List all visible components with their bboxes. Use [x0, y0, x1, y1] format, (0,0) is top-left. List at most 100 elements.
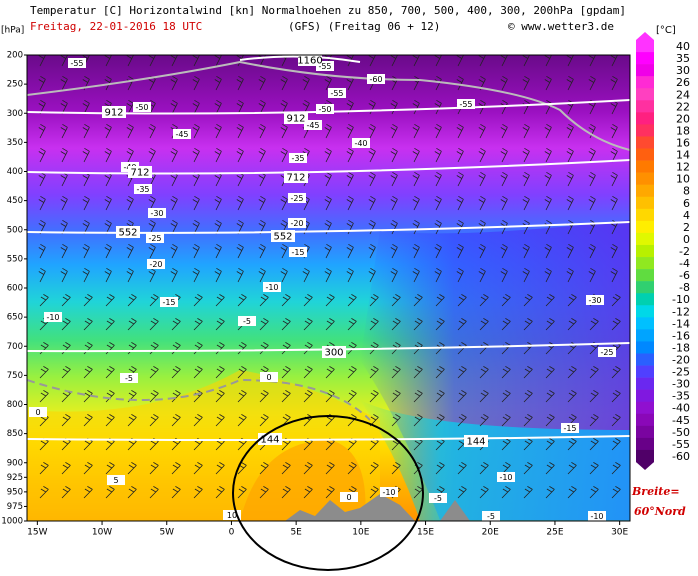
wind-barb: [215, 294, 225, 307]
y-tick-label: 600: [7, 284, 23, 294]
wind-barb: [522, 55, 530, 67]
wind-barb: [214, 99, 222, 115]
wind-barb: [192, 243, 200, 259]
isotherm-label: -55: [330, 89, 343, 98]
wind-barb: [500, 243, 508, 259]
wind-barb: [346, 219, 354, 235]
wind-barb: [412, 267, 420, 283]
wind-barb: [588, 75, 596, 91]
wind-barb: [545, 462, 555, 475]
wind-barb: [369, 462, 379, 475]
isotherm-label: 0: [266, 373, 271, 382]
wind-barb: [127, 462, 137, 475]
label-box: [134, 184, 152, 194]
wind-barb: [38, 195, 46, 211]
wind-barb: [501, 294, 511, 307]
wind-barb: [567, 294, 577, 307]
wind-barb: [60, 147, 68, 163]
wind-barb: [522, 195, 530, 211]
label-box: [29, 407, 47, 417]
wind-barb: [237, 294, 247, 307]
wind-barb: [149, 366, 159, 379]
wind-barb: [237, 366, 247, 379]
wind-barb: [478, 171, 486, 187]
label-box: [128, 166, 152, 178]
wind-barb: [545, 366, 555, 379]
isotherm-label: -10: [382, 488, 395, 497]
wind-barb: [324, 243, 332, 259]
label-box: [288, 218, 306, 228]
wind-barb: [170, 267, 178, 283]
wind-barb: [588, 147, 596, 163]
wind-barb: [258, 123, 266, 139]
wind-barb: [544, 195, 552, 211]
x-tick-label: 20E: [482, 528, 499, 538]
wind-barb: [611, 318, 621, 331]
colorbar-swatch: [636, 449, 654, 463]
wind-barb: [413, 390, 423, 403]
wind-barb: [39, 366, 49, 379]
wind-barb: [104, 195, 112, 211]
colorbar-swatch: [636, 341, 654, 354]
wind-barb: [390, 219, 398, 235]
terrain: [285, 494, 470, 521]
wind-barb: [127, 294, 137, 307]
wind-barb: [83, 486, 93, 499]
isotherm-label: -40: [354, 139, 367, 148]
wind-barb: [324, 267, 332, 283]
wind-barb: [523, 414, 533, 427]
wind-barb: [523, 318, 533, 331]
isotherm-label: 10: [227, 511, 237, 520]
colorbar-label: -18: [672, 341, 690, 354]
wind-barb: [434, 147, 442, 163]
wind-barb: [60, 243, 68, 259]
wind-barb: [456, 195, 464, 211]
wind-barb: [434, 267, 442, 283]
wind-barb: [545, 294, 555, 307]
wind-barb: [544, 267, 552, 283]
label-box: [68, 58, 86, 68]
wind-barb: [170, 195, 178, 211]
wind-barb: [214, 75, 222, 91]
label-box: [328, 88, 346, 98]
wind-barb: [588, 267, 596, 283]
wind-barb: [567, 486, 577, 499]
wind-barb: [236, 267, 244, 283]
wind-barb: [368, 171, 376, 187]
colorbar-label: -55: [672, 438, 690, 451]
wind-barb: [522, 267, 530, 283]
wind-barb: [435, 366, 445, 379]
colorbar-swatch: [636, 425, 654, 439]
wind-barb: [500, 75, 508, 91]
wind-barb: [258, 195, 266, 211]
wind-barb: [193, 486, 203, 499]
wind-barb: [611, 438, 621, 451]
wind-barb: [149, 390, 159, 403]
wind-barb: [610, 171, 618, 187]
isotherm-label: -35: [291, 154, 304, 163]
label-box: [260, 372, 278, 382]
colorbar-label: -30: [672, 378, 690, 391]
model: (GFS) (Freitag 06 + 12): [288, 20, 440, 33]
wind-barb: [38, 75, 46, 91]
y-tick-label: 200: [7, 51, 23, 61]
isotherm-label: -25: [148, 234, 161, 243]
colorbar-swatch: [636, 184, 654, 198]
wind-barb: [479, 366, 489, 379]
wind-barb: [104, 147, 112, 163]
wind-barb: [413, 414, 423, 427]
y-tick-label: 900: [7, 458, 23, 468]
label-box: [147, 259, 165, 269]
date: Freitag, 22-01-2016 18 UTC: [30, 20, 202, 33]
label-box: [288, 193, 306, 203]
height-label: 712: [130, 168, 149, 179]
wind-barb: [171, 414, 181, 427]
isotherm-label: -55: [318, 62, 331, 71]
wind-barb: [127, 486, 137, 499]
wind-barb: [60, 195, 68, 211]
wind-barb: [60, 55, 68, 67]
colorbar-swatch: [636, 160, 654, 173]
wind-barb: [500, 267, 508, 283]
label-box: [102, 106, 126, 118]
wind-barb: [501, 486, 511, 499]
